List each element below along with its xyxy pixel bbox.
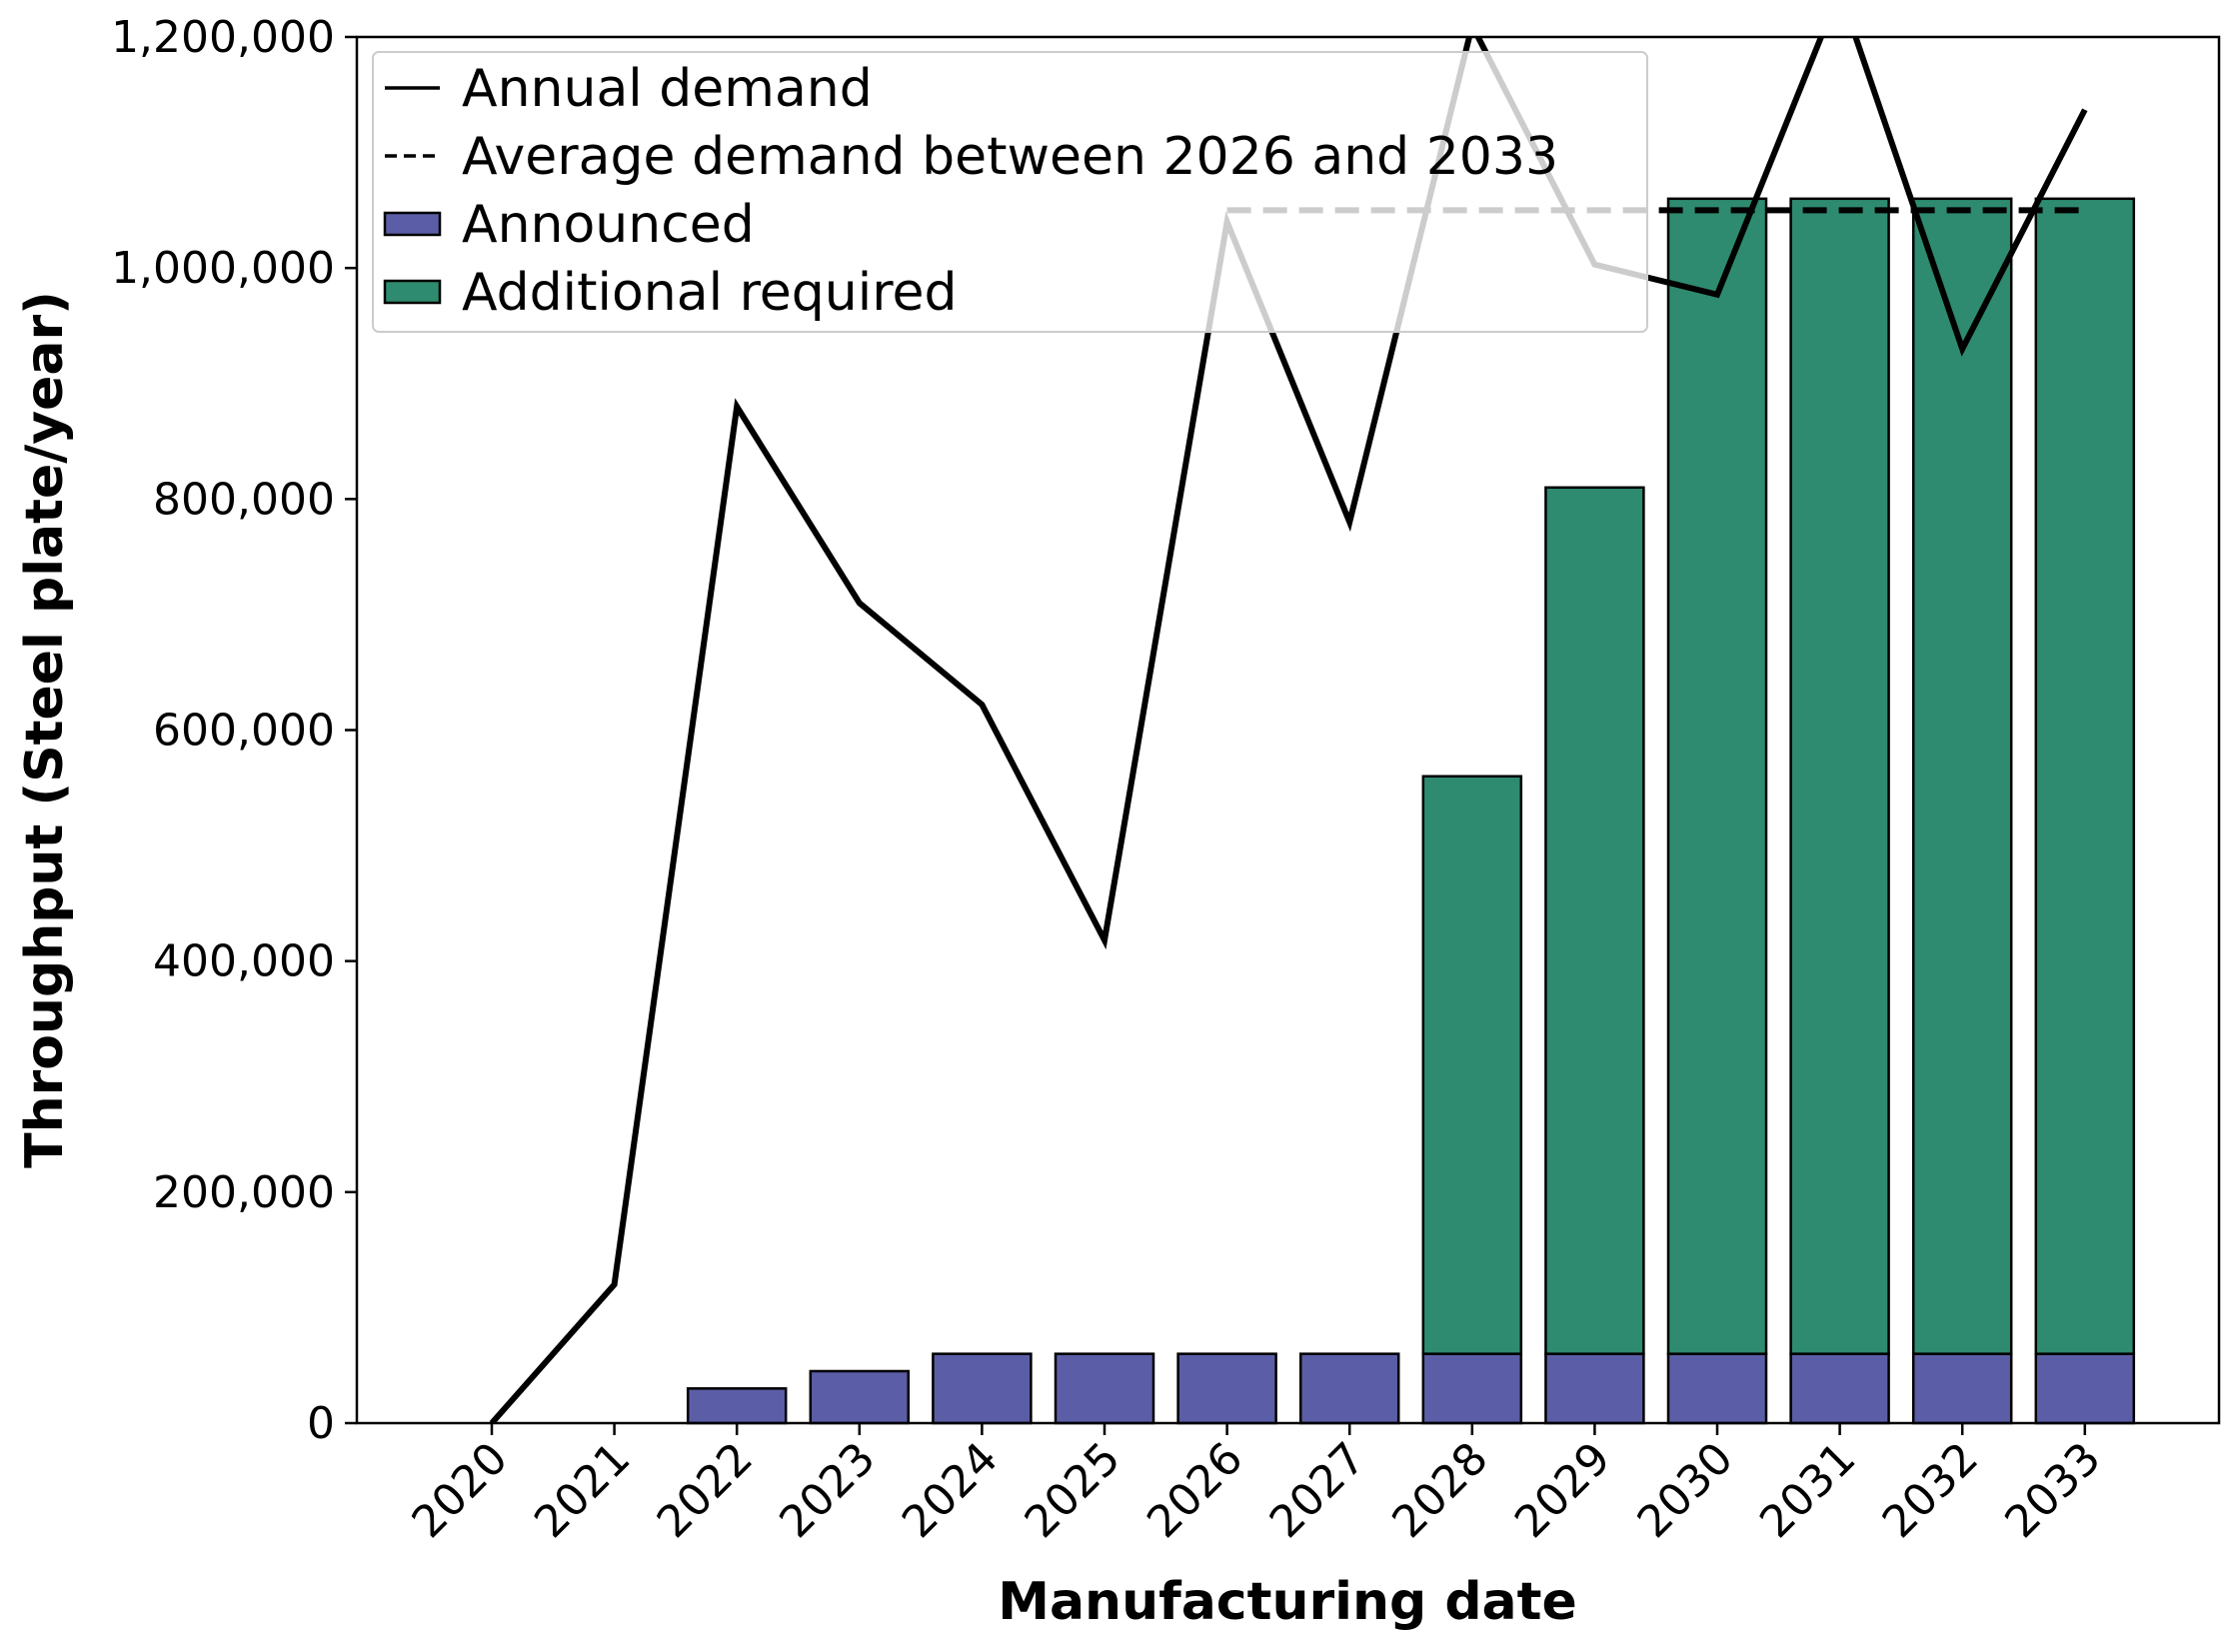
- bar-announced-2025: [1054, 1352, 1155, 1425]
- y-tick-label: 1,000,000: [111, 243, 335, 294]
- y-tick-label: 0: [307, 1398, 335, 1449]
- legend: Annual demand Average demand between 2026…: [372, 51, 1648, 333]
- bar-additional-2031: [1789, 197, 1890, 1355]
- bar-announced-2033: [2034, 1352, 2136, 1425]
- y-tick-label: 200,000: [153, 1167, 335, 1218]
- y-axis-title: Throughput (Steel plate/year): [15, 291, 75, 1168]
- legend-symbol: [383, 279, 442, 305]
- y-tick-label: 600,000: [153, 706, 335, 757]
- bar-announced-2032: [1911, 1352, 2013, 1425]
- bar-additional-2033: [2034, 197, 2136, 1355]
- bar-additional-2029: [1544, 486, 1645, 1355]
- bar-announced-2023: [809, 1369, 911, 1425]
- bars-layer: [686, 197, 2136, 1425]
- bar-additional-2028: [1421, 775, 1523, 1355]
- annual-demand-line: [489, 37, 2088, 1423]
- bar-announced-2022: [686, 1387, 788, 1425]
- bar-additional-2032: [1911, 197, 2013, 1355]
- bar-announced-2031: [1789, 1352, 1890, 1425]
- y-tick-label: 1,200,000: [111, 12, 335, 63]
- bar-announced-2024: [932, 1352, 1033, 1425]
- legend-label: Additional required: [462, 263, 957, 323]
- legend-symbol: [383, 211, 442, 237]
- bar-additional-2030: [1666, 197, 1768, 1355]
- legend-label: Announced: [462, 195, 755, 255]
- bar-announced-2027: [1298, 1352, 1400, 1425]
- y-axis: 0 200,000 400,000 600,000 800,000 1,000,000 1,…: [111, 12, 357, 1449]
- legend-label: Annual demand: [462, 59, 873, 119]
- bar-announced-2030: [1666, 1352, 1768, 1425]
- bar-announced-2026: [1176, 1352, 1277, 1425]
- y-tick-label: 800,000: [153, 474, 335, 525]
- bar-announced-2028: [1421, 1352, 1523, 1425]
- x-axis-title: Manufacturing date: [998, 1572, 1577, 1632]
- legend-label: Average demand between 2026 and 2033: [462, 127, 1558, 187]
- bar-announced-2029: [1544, 1352, 1645, 1425]
- y-tick-label: 400,000: [153, 936, 335, 987]
- legend-box: [372, 51, 1648, 333]
